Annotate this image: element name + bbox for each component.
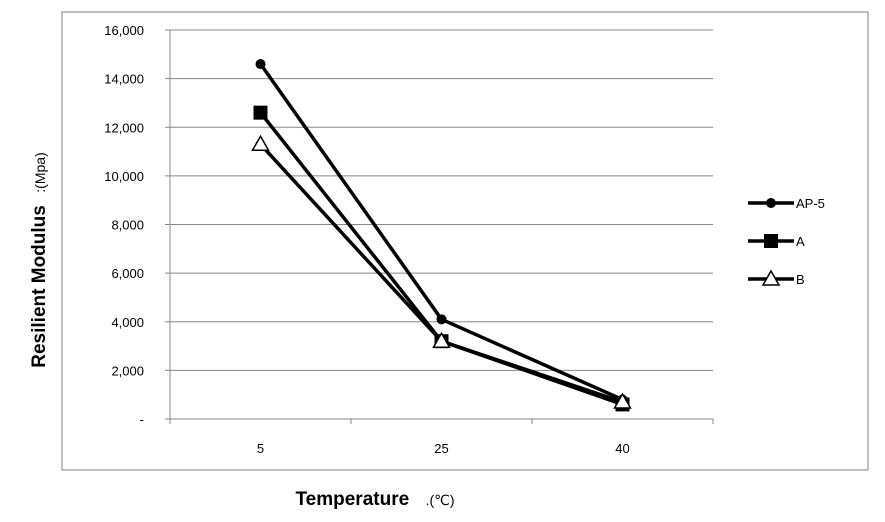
x-tick-label-1: 25 <box>434 441 448 456</box>
data-series <box>251 59 632 412</box>
y-tick-label-6: 12,000 <box>104 120 144 135</box>
legend-marker-b <box>761 269 781 286</box>
y-axis-title-text: Resilient Modulus <box>29 205 50 368</box>
data-point-b-25 <box>432 331 451 348</box>
x-tick-label-2: 40 <box>615 441 629 456</box>
y-tick-label-1: 2,000 <box>111 363 144 378</box>
x-tick-labels: 5 25 40 <box>257 441 630 456</box>
data-point-ap-5-25 <box>436 314 447 325</box>
svg-text:Resilient Modulus :(Mpa): Resilient Modulus :(Mpa) <box>29 152 50 367</box>
data-point-b-5 <box>251 134 270 152</box>
legend-marker-a <box>764 234 778 248</box>
chart-frame <box>61 11 869 471</box>
legend: AP-5 A B <box>748 196 825 287</box>
y-axis-title: Resilient Modulus :(Mpa) <box>29 152 50 367</box>
y-tick-label-3: 6,000 <box>111 266 144 281</box>
legend-marker-ap-5 <box>766 198 776 208</box>
x-axis-title-text: Temperature <box>295 489 409 510</box>
legend-label-ap-5: AP-5 <box>796 196 825 211</box>
y-tick-label-0: - <box>140 412 144 427</box>
y-tick-label-8: 16,000 <box>104 23 144 38</box>
y-axis-unit: :(Mpa) <box>32 152 48 192</box>
y-tick-label-2: 4,000 <box>111 315 144 330</box>
legend-label-a: A <box>796 234 805 249</box>
x-axis-unit: .(℃) <box>426 492 455 508</box>
x-tick-label-0: 5 <box>257 441 264 456</box>
data-point-ap-5-5 <box>255 59 266 70</box>
legend-label-b: B <box>796 272 805 287</box>
y-tick-labels: - 2,000 4,000 6,000 8,000 10,000 12,000 14,000 1… <box>104 23 144 427</box>
legend-entry-ap-5: AP-5 <box>748 196 825 211</box>
data-point-b-40 <box>613 392 632 409</box>
legend-entry-b: B <box>748 269 805 287</box>
series-b <box>251 134 632 409</box>
x-axis-title: Temperature .(℃) <box>295 489 454 510</box>
y-tick-label-4: 8,000 <box>111 218 144 233</box>
data-point-a-5 <box>253 105 268 120</box>
legend-entry-a: A <box>748 234 805 249</box>
gridlines <box>170 29 713 371</box>
y-tick-label-7: 14,000 <box>104 72 144 87</box>
y-tick-label-5: 10,000 <box>104 169 144 184</box>
axes <box>165 29 714 424</box>
svg-text:Temperature .(℃): Temperature .(℃) <box>295 489 454 510</box>
